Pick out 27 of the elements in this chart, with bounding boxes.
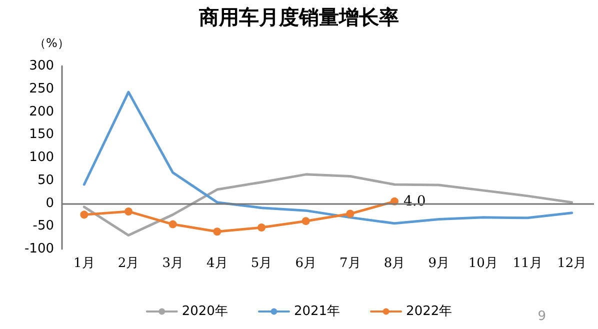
y-axis-title: （%） — [34, 36, 70, 50]
y-tick-label: 100 — [29, 150, 54, 165]
y-tick-label: 300 — [29, 58, 54, 74]
x-tick-label: 1月 — [74, 256, 95, 271]
x-tick-label: 11月 — [512, 256, 542, 271]
y-tick-label: 0 — [46, 196, 54, 211]
legend-label: 2021年 — [294, 304, 340, 319]
y-tick-label: 50 — [37, 172, 54, 188]
x-tick-label: 9月 — [428, 256, 450, 271]
y-tick-label: 150 — [29, 127, 54, 142]
x-tick-label: 6月 — [295, 256, 316, 271]
y-tick-label: -100 — [24, 242, 54, 256]
x-tick-label: 2月 — [118, 256, 140, 271]
chart-title: 商用车月度销量增长率 — [198, 5, 399, 29]
y-tick-label: -50 — [32, 218, 54, 234]
x-tick-label: 5月 — [250, 256, 272, 271]
x-tick-label: 7月 — [340, 256, 361, 271]
y-tick-label: 200 — [29, 104, 54, 120]
text: 9 — [538, 309, 546, 324]
legend-label: 2020年 — [182, 304, 228, 319]
x-tick-label: 8月 — [384, 256, 406, 271]
x-tick-label: 12月 — [557, 256, 587, 271]
x-tick-label: 3月 — [162, 256, 184, 271]
x-tick-label: 10月 — [468, 256, 498, 271]
legend-label: 2022年 — [406, 304, 452, 319]
y-tick-label: 250 — [29, 81, 54, 96]
x-tick-label: 4月 — [206, 256, 228, 271]
